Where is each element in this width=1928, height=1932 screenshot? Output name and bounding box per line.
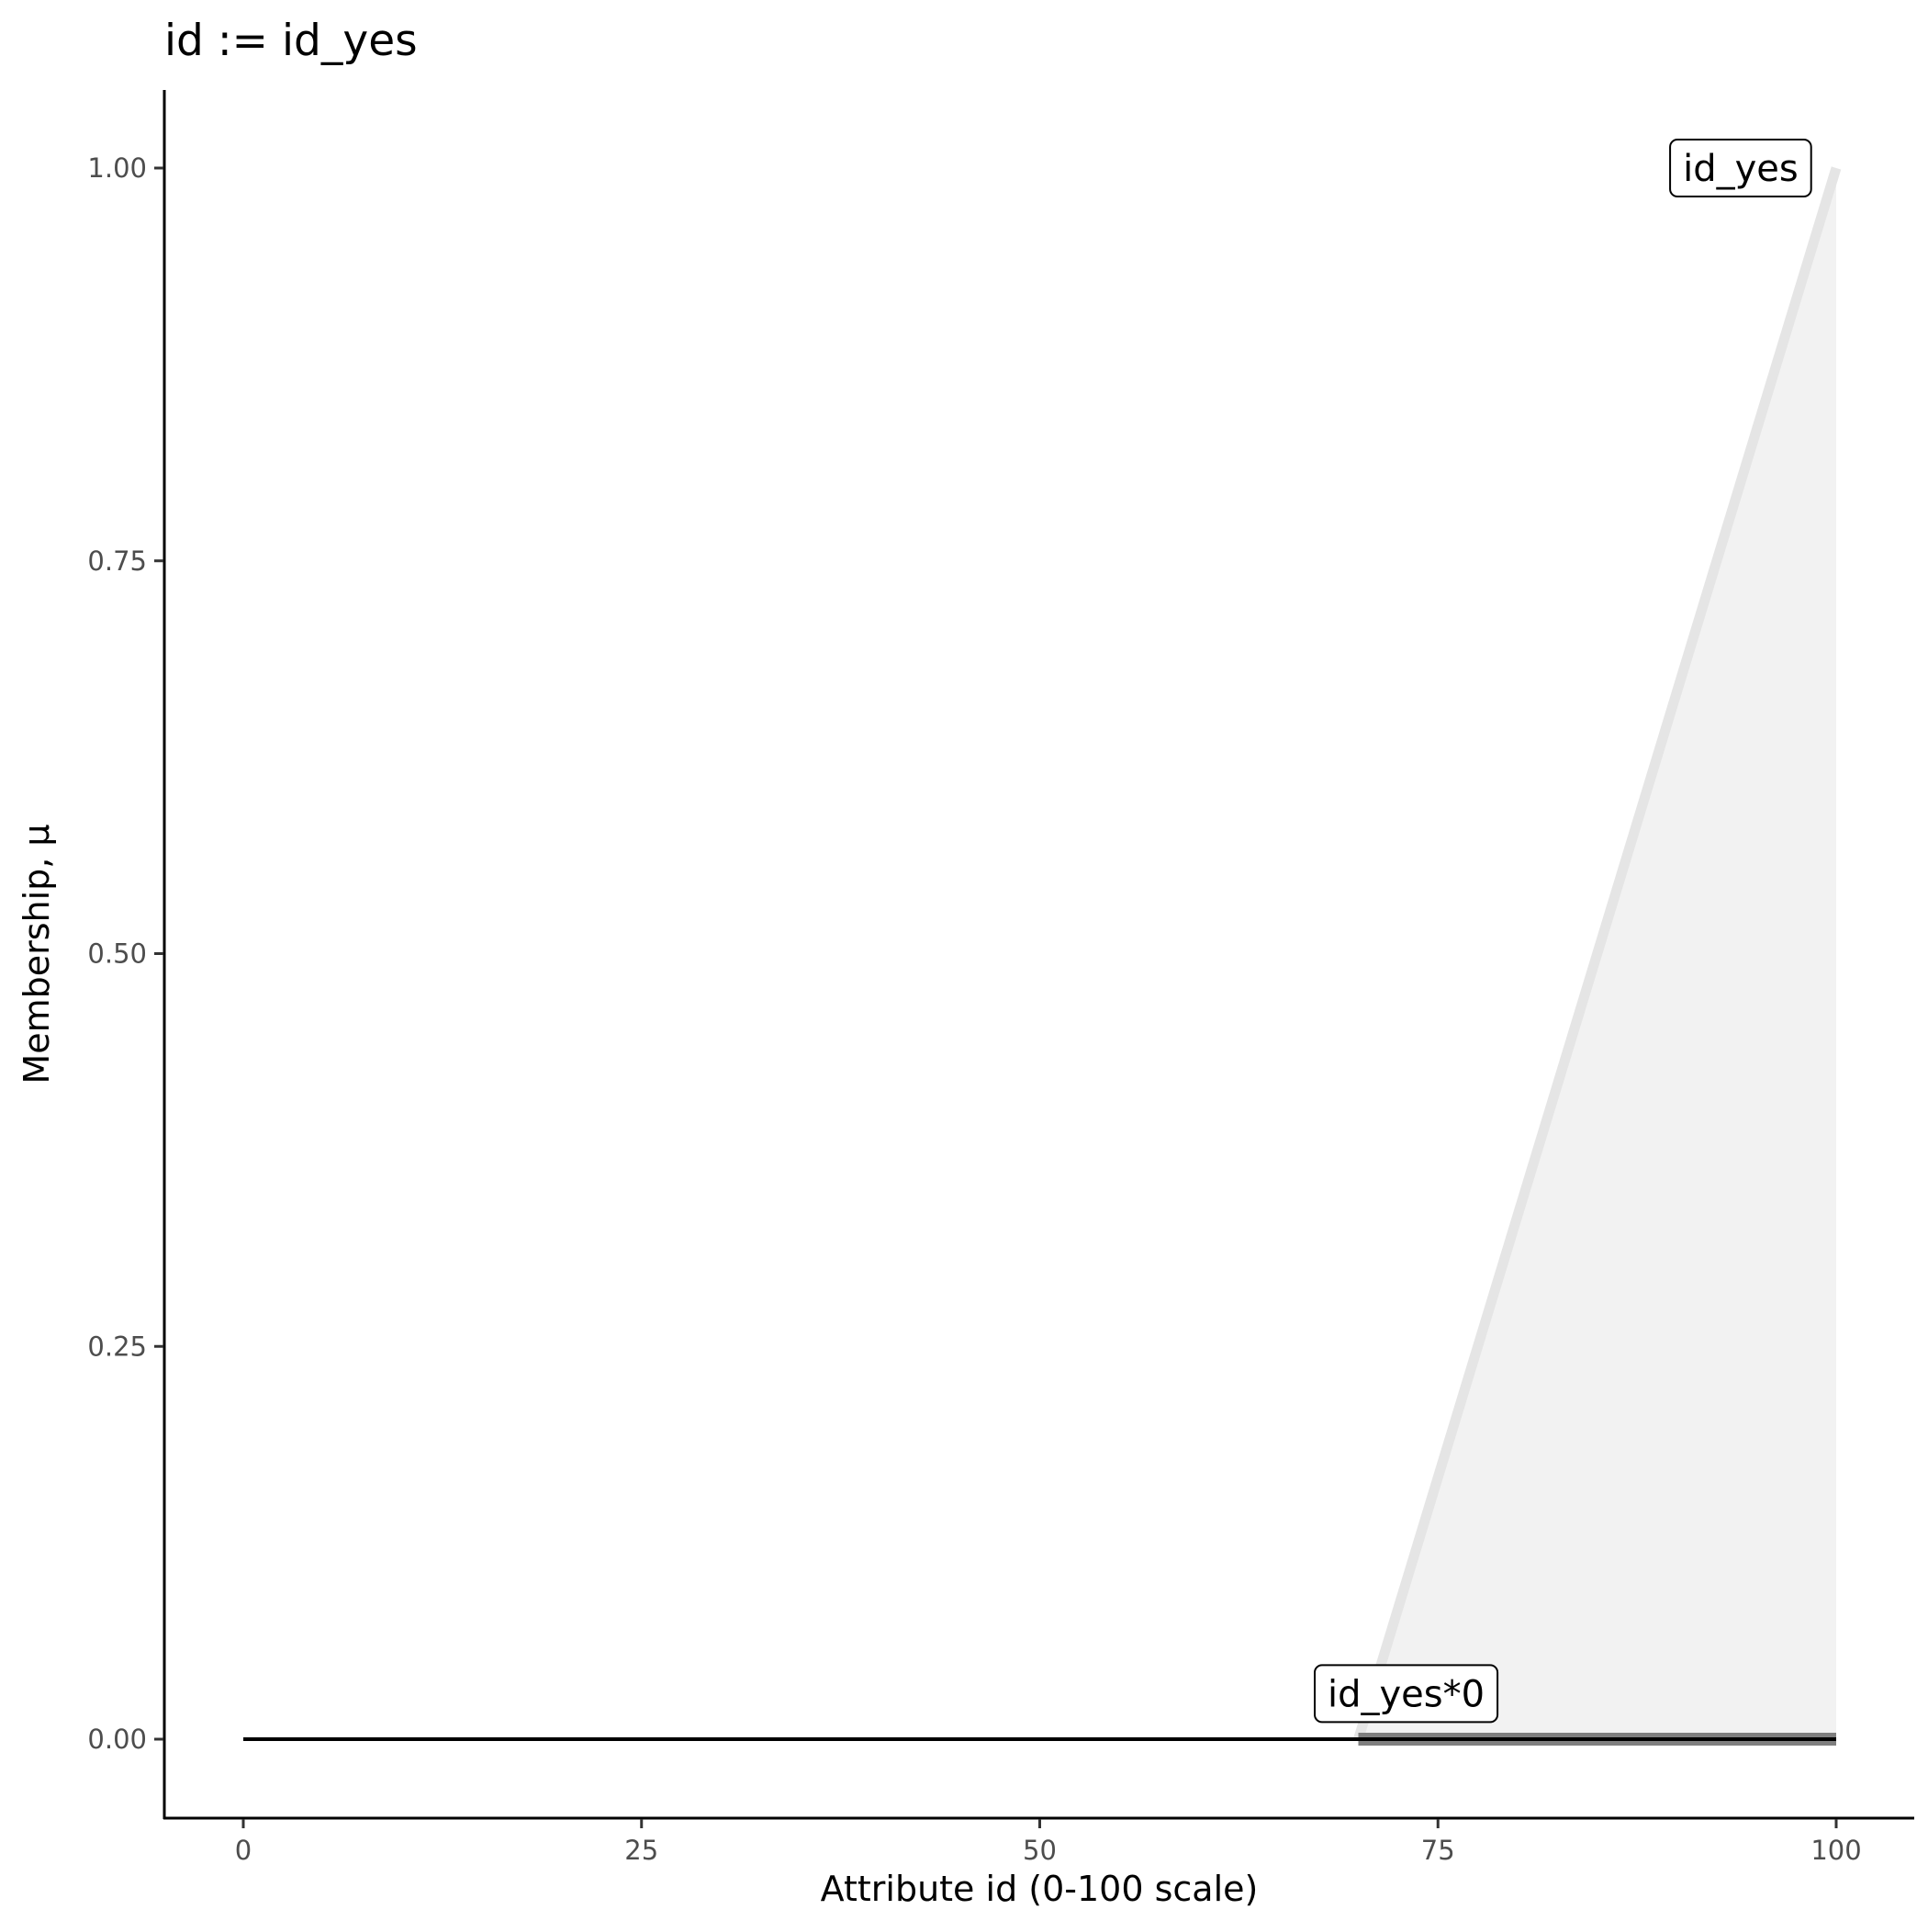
series-label: id_yes*0 <box>1314 1664 1499 1724</box>
x-tick-label: 25 <box>624 1835 658 1866</box>
y-tick-label: 0.75 <box>87 545 147 577</box>
y-tick-label: 0.25 <box>87 1331 147 1362</box>
x-tick-label: 0 <box>235 1835 252 1866</box>
y-tick-label: 0.50 <box>87 938 147 970</box>
x-tick-label: 75 <box>1421 1835 1455 1866</box>
x-tick-label: 100 <box>1810 1835 1861 1866</box>
y-tick-label: 1.00 <box>87 152 147 184</box>
id-yes-line <box>1353 166 1842 1741</box>
svg-text:id_yes: id_yes <box>1683 148 1799 190</box>
x-axis-label: Attribute id (0-100 scale) <box>821 1869 1259 1909</box>
svg-text:id_yes*0: id_yes*0 <box>1328 1673 1485 1715</box>
series-label: id_yes <box>1669 139 1812 197</box>
y-tick-label: 0.00 <box>87 1724 147 1755</box>
y-axis-label: Membership, μ <box>17 824 57 1084</box>
x-tick-label: 50 <box>1023 1835 1057 1866</box>
chart-title: id := id_yes <box>164 16 418 66</box>
